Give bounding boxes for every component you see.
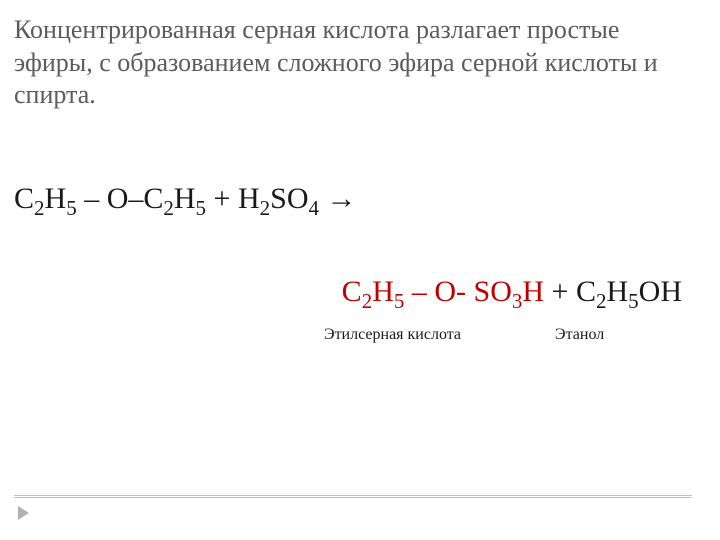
label-ethyl-sulfate: Этилсерная кислота xyxy=(324,326,461,344)
play-arrow-icon xyxy=(18,506,29,520)
plus-sign: + xyxy=(544,275,576,308)
intro-paragraph: Концентрированная серная кислота разлага… xyxy=(14,14,692,112)
product-labels: Этилсерная кислота Этанол xyxy=(14,326,692,344)
footer-divider xyxy=(14,495,692,498)
label-ethanol: Этанол xyxy=(555,326,604,344)
reactants-formula: С2Н5 – О–С2Н5 + Н2SО4 → xyxy=(14,182,692,215)
product-ethanol: С2Н5ОН xyxy=(576,275,682,308)
product-ethyl-sulfate: С2Н5 – О- SО3Н xyxy=(342,275,544,308)
products-formula: С2Н5 – О- SО3Н + С2Н5ОН xyxy=(14,275,692,308)
